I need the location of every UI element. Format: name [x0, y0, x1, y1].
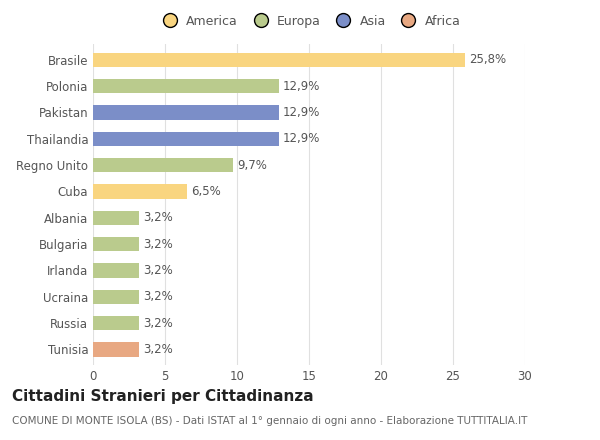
Bar	[93, 342, 139, 357]
Bar	[93, 132, 279, 146]
Bar	[93, 52, 464, 67]
Bar	[93, 263, 139, 278]
Bar	[93, 290, 139, 304]
Bar	[93, 210, 139, 225]
Text: 3,2%: 3,2%	[143, 211, 173, 224]
Text: 9,7%: 9,7%	[237, 158, 267, 172]
Text: 3,2%: 3,2%	[143, 316, 173, 330]
Bar	[93, 316, 139, 330]
Text: 3,2%: 3,2%	[143, 343, 173, 356]
Bar	[93, 237, 139, 251]
Text: 6,5%: 6,5%	[191, 185, 221, 198]
Bar	[93, 184, 187, 199]
Text: 3,2%: 3,2%	[143, 290, 173, 303]
Bar	[93, 105, 279, 120]
Legend: America, Europa, Asia, Africa: America, Europa, Asia, Africa	[154, 11, 464, 31]
Text: 12,9%: 12,9%	[283, 106, 320, 119]
Text: 12,9%: 12,9%	[283, 132, 320, 145]
Bar	[93, 79, 279, 93]
Text: 12,9%: 12,9%	[283, 80, 320, 93]
Bar	[93, 158, 233, 172]
Text: Cittadini Stranieri per Cittadinanza: Cittadini Stranieri per Cittadinanza	[12, 389, 314, 404]
Text: COMUNE DI MONTE ISOLA (BS) - Dati ISTAT al 1° gennaio di ogni anno - Elaborazion: COMUNE DI MONTE ISOLA (BS) - Dati ISTAT …	[12, 416, 527, 426]
Text: 3,2%: 3,2%	[143, 238, 173, 251]
Text: 25,8%: 25,8%	[469, 53, 506, 66]
Text: 3,2%: 3,2%	[143, 264, 173, 277]
